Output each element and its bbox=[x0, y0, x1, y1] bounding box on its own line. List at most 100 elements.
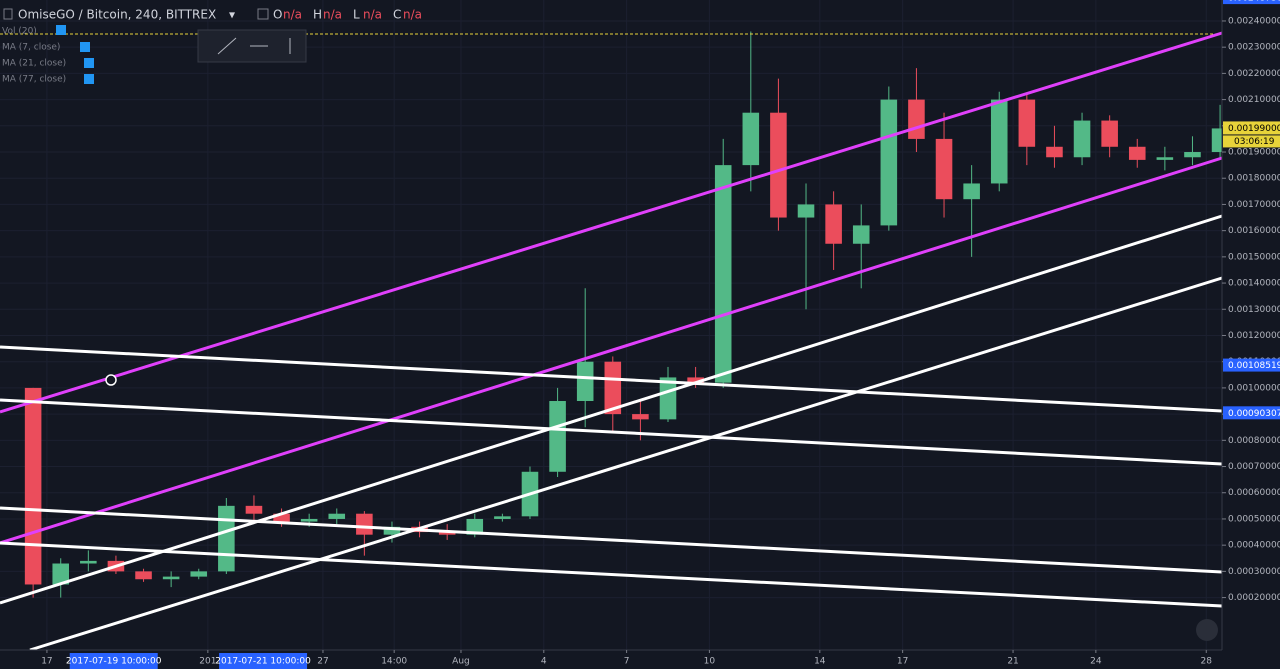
candle-body bbox=[714, 165, 732, 383]
y-tick-label: 0.00100000 bbox=[1228, 383, 1280, 393]
menu-arrow[interactable]: ▾ bbox=[229, 8, 235, 22]
marker-box bbox=[1223, 406, 1280, 420]
trend-line bbox=[0, 345, 1223, 413]
indicator: Vol (20) bbox=[2, 27, 37, 37]
icon[interactable] bbox=[56, 25, 66, 35]
y-tick-label: 0.00220000 bbox=[1228, 69, 1280, 79]
y-tick-label: 0.00130000 bbox=[1228, 305, 1280, 315]
y-tick-label: 0.00230000 bbox=[1228, 43, 1280, 53]
y-tick-label: 0.00060000 bbox=[1228, 488, 1280, 498]
candle-body bbox=[356, 513, 373, 535]
x-highlight-label: 2017-07-19 10:00:00 bbox=[66, 657, 162, 667]
icon[interactable] bbox=[84, 58, 94, 68]
trend-line bbox=[0, 398, 1223, 466]
icon bbox=[3, 8, 13, 20]
x-tick-label: 21 bbox=[1007, 657, 1018, 667]
candle-body bbox=[770, 112, 787, 218]
y-tick-label: 0.00190000 bbox=[1228, 148, 1280, 158]
ohlc-key: H bbox=[313, 8, 322, 22]
x-tick-label: 24 bbox=[1090, 657, 1102, 667]
ohlc-key: L bbox=[353, 8, 360, 22]
icon[interactable] bbox=[84, 74, 94, 84]
y-tick-label: 0.00040000 bbox=[1228, 541, 1280, 551]
y-tick-label: 0.00160000 bbox=[1228, 226, 1280, 236]
candle-body bbox=[1046, 146, 1063, 158]
drawing-toolbar bbox=[197, 29, 307, 63]
candle-body bbox=[963, 183, 980, 200]
candle-body bbox=[549, 401, 566, 472]
candle-body bbox=[24, 387, 42, 585]
candle-body bbox=[797, 204, 815, 218]
countdown-box bbox=[1223, 135, 1280, 148]
drawings bbox=[0, 31, 1223, 652]
marker-label: 0.00108519 bbox=[1228, 361, 1280, 371]
candle-body bbox=[300, 518, 318, 522]
symbol: OmiseGO / Bitcoin, 240, BITTREX bbox=[18, 8, 216, 22]
trend-line bbox=[0, 214, 1223, 605]
ohlc-key: O bbox=[273, 8, 282, 22]
trend-line bbox=[0, 506, 1223, 574]
x-tick-label: 4 bbox=[541, 657, 547, 667]
y-tick-label: 0.00030000 bbox=[1228, 567, 1280, 577]
x-tick-label: 14:00 bbox=[381, 657, 407, 667]
candle-body bbox=[935, 138, 953, 200]
y-tick-label: 0.00180000 bbox=[1228, 174, 1280, 184]
marker-box bbox=[1223, 358, 1280, 372]
last-price-box bbox=[1223, 121, 1280, 135]
candle-body bbox=[852, 225, 870, 244]
trend-line bbox=[29, 276, 1223, 652]
x-highlight bbox=[69, 653, 158, 669]
icon[interactable] bbox=[80, 42, 90, 52]
y-tick-label: 0.00120000 bbox=[1228, 331, 1280, 341]
indicator: MA (21, close) bbox=[2, 59, 66, 69]
candle-body bbox=[438, 532, 456, 535]
ohlc-value: n/a bbox=[363, 8, 382, 22]
trend-line bbox=[0, 541, 1223, 608]
scroll-button[interactable] bbox=[1196, 619, 1218, 641]
candle-body bbox=[135, 571, 152, 580]
candle-body bbox=[1101, 120, 1118, 147]
ohlc-key: C bbox=[393, 8, 401, 22]
y-tick-label: 0.00170000 bbox=[1228, 200, 1280, 210]
anchor-handle[interactable] bbox=[105, 374, 117, 386]
y-tick-label: 0.00020000 bbox=[1228, 593, 1280, 603]
candle-body bbox=[328, 513, 346, 519]
y-tick-label: 0.00080000 bbox=[1228, 436, 1280, 446]
x-tick-label: 201 bbox=[199, 657, 216, 667]
candle-body bbox=[494, 516, 511, 519]
indicator: MA (7, close) bbox=[2, 43, 60, 53]
candle-body bbox=[632, 414, 649, 420]
candle-body bbox=[190, 571, 208, 577]
x-tick-label: 17 bbox=[897, 657, 908, 667]
candle-body bbox=[576, 361, 594, 402]
x-tick-label: 7 bbox=[624, 657, 630, 667]
candle-body bbox=[825, 204, 842, 244]
ohlc-value: n/a bbox=[323, 8, 342, 22]
candle-body bbox=[52, 563, 70, 585]
y-tick-label: 0.00210000 bbox=[1228, 95, 1280, 105]
candle-body bbox=[273, 513, 290, 522]
candle-body bbox=[908, 99, 925, 139]
candle-body bbox=[659, 377, 677, 420]
candle-body bbox=[1018, 99, 1036, 147]
x-tick-label: 10 bbox=[704, 657, 716, 667]
candle-body bbox=[990, 99, 1008, 184]
candle-body bbox=[80, 560, 97, 564]
marker-label: 0.00090307 bbox=[1228, 409, 1280, 419]
candle-body bbox=[1073, 120, 1091, 158]
last-price-label: 0.00199000 bbox=[1228, 124, 1280, 134]
candle-body bbox=[383, 526, 401, 535]
x-tick-label: 17 bbox=[41, 657, 52, 667]
ohlc-value: n/a bbox=[403, 8, 422, 22]
tool-icon[interactable] bbox=[217, 37, 237, 55]
icon bbox=[257, 8, 269, 20]
candle-body bbox=[245, 505, 263, 514]
trend-line bbox=[0, 31, 1223, 414]
x-tick-label: 14 bbox=[814, 657, 826, 667]
y-tick-label: 0.00070000 bbox=[1228, 462, 1280, 472]
grid bbox=[0, 0, 1222, 650]
candle-body bbox=[1156, 157, 1174, 160]
candle-body bbox=[1184, 152, 1201, 158]
